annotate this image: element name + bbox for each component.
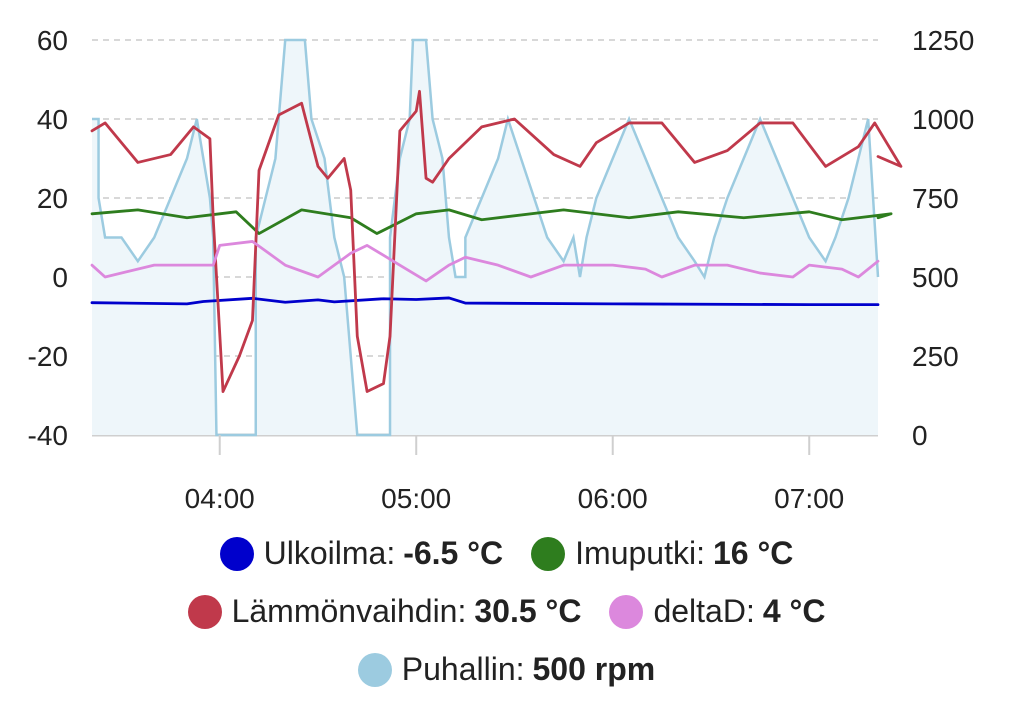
legend-swatch-lammonvaihdin bbox=[187, 594, 222, 629]
legend-item-ulkoilma[interactable]: Ulkoilma: -6.5 °C bbox=[219, 535, 504, 572]
legend-swatch-ulkoilma bbox=[219, 536, 254, 571]
legend-label-deltad: deltaD: bbox=[653, 593, 755, 629]
y-right-tick-label: 500 bbox=[912, 262, 959, 293]
y-axis-right: 1250 1000 750 500 250 0 bbox=[912, 25, 974, 451]
y-right-tick-label: 1250 bbox=[912, 25, 974, 56]
y-right-tick-label: 250 bbox=[912, 341, 959, 372]
series-lines bbox=[90, 89, 903, 393]
legend-item-imuputki[interactable]: Imuputki: 16 °C bbox=[531, 535, 793, 572]
legend-item-deltad[interactable]: deltaD: 4 °C bbox=[609, 593, 825, 630]
series-l-mm-nvaihdin-line bbox=[90, 89, 903, 393]
legend-item-puhallin[interactable]: Puhallin: 500 rpm bbox=[357, 651, 656, 688]
legend-row-1: Ulkoilma: -6.5 °C Imuputki: 16 °C bbox=[0, 535, 1013, 572]
legend-row-2: Lämmönvaihdin: 30.5 °C deltaD: 4 °C bbox=[0, 593, 1013, 630]
x-tick-label: 05:00 bbox=[381, 483, 451, 514]
legend-value-ulkoilma: -6.5 °C bbox=[403, 535, 504, 571]
series-ulkoilma-line bbox=[90, 296, 880, 307]
y-left-tick-label: 0 bbox=[52, 262, 68, 293]
y-axis-left: 60 40 20 0 -20 -40 bbox=[28, 25, 68, 451]
y-right-tick-label: 750 bbox=[912, 183, 959, 214]
legend-value-lammonvaihdin: 30.5 °C bbox=[474, 593, 582, 629]
legend-label-imuputki: Imuputki: bbox=[575, 535, 705, 571]
x-tick-label: 06:00 bbox=[578, 483, 648, 514]
legend-value-imuputki: 16 °C bbox=[712, 535, 794, 571]
legend-row-3: Puhallin: 500 rpm bbox=[0, 651, 1013, 688]
y-left-tick-label: -40 bbox=[28, 420, 68, 451]
legend-swatch-puhallin bbox=[357, 652, 392, 687]
series-imuputki-line bbox=[90, 208, 893, 235]
legend-value-deltad: 4 °C bbox=[762, 593, 826, 629]
legend-value-puhallin: 500 rpm bbox=[532, 651, 656, 687]
legend-label-puhallin: Puhallin: bbox=[401, 651, 525, 687]
series-puhallin-area bbox=[92, 40, 878, 435]
legend-item-lammonvaihdin[interactable]: Lämmönvaihdin: 30.5 °C bbox=[187, 593, 582, 630]
legend-label-lammonvaihdin: Lämmönvaihdin: bbox=[231, 593, 467, 629]
plot-area bbox=[92, 38, 880, 437]
x-tick-label: 04:00 bbox=[185, 483, 255, 514]
x-axis: 04:00 05:00 06:00 07:00 bbox=[185, 435, 844, 514]
y-right-tick-label: 1000 bbox=[912, 104, 974, 135]
y-left-tick-label: 60 bbox=[37, 25, 68, 56]
series-deltad-line bbox=[90, 240, 880, 283]
y-right-tick-label: 0 bbox=[912, 420, 928, 451]
legend-swatch-deltad bbox=[609, 594, 644, 629]
x-tick-label: 07:00 bbox=[774, 483, 844, 514]
legend-swatch-imuputki bbox=[531, 536, 566, 571]
series-puhallin-line bbox=[92, 38, 880, 437]
y-left-tick-label: 40 bbox=[37, 104, 68, 135]
y-left-tick-label: -20 bbox=[28, 341, 68, 372]
y-left-tick-label: 20 bbox=[37, 183, 68, 214]
legend-label-ulkoilma: Ulkoilma: bbox=[263, 535, 396, 571]
